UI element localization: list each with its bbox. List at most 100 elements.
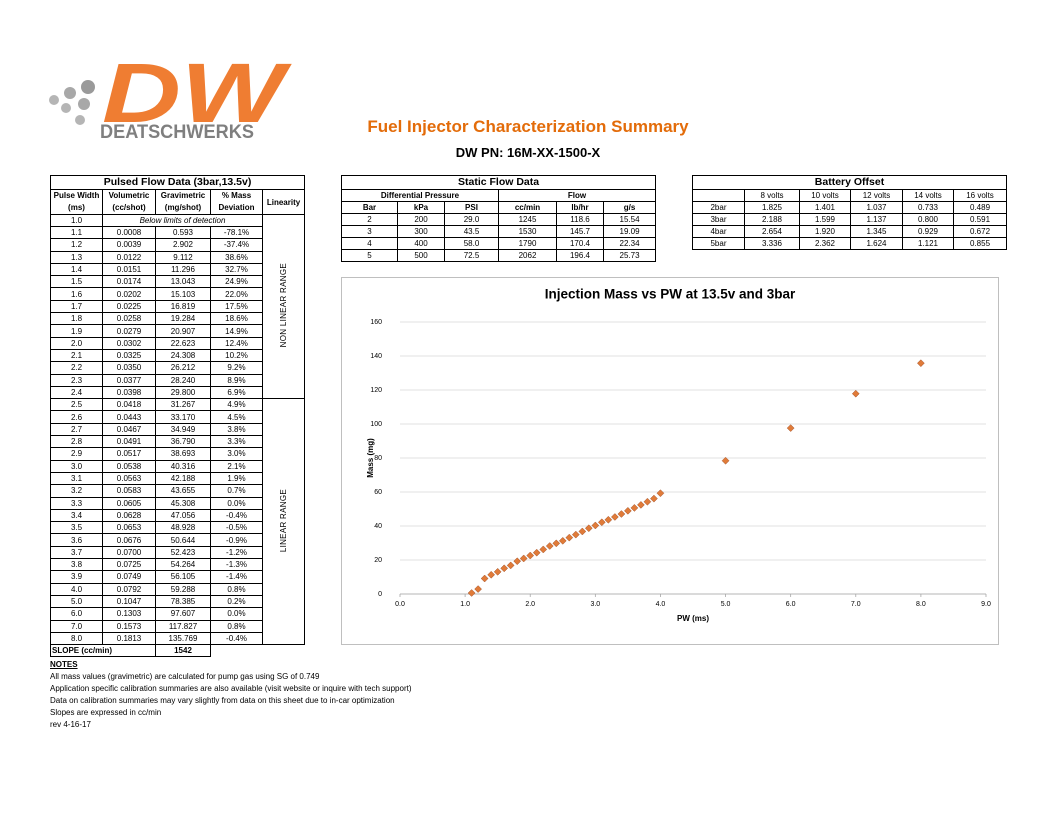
cell: 3.3%	[210, 435, 263, 449]
group-row: Differential Pressure Flow	[341, 189, 657, 202]
point	[584, 524, 593, 533]
page-subtitle: DW PN: 16M-XX-1500-X	[455, 145, 601, 160]
range-label: NON LINEAR RANGE	[279, 262, 289, 348]
cell: 2.9	[50, 447, 103, 461]
cell: 29.0	[444, 213, 499, 226]
y-tick-label: 160	[370, 319, 382, 326]
cell: 0.0418	[102, 398, 156, 412]
x-tick-label: 4.0	[656, 601, 666, 608]
header-row: Bar kPa PSI cc/min lb/hr g/s	[341, 201, 657, 214]
point	[519, 554, 528, 563]
cell: 1.4	[50, 262, 103, 277]
x-tick-label: 5.0	[721, 601, 731, 608]
cell: 1.1	[50, 225, 103, 240]
cell: 2.1%	[210, 459, 263, 473]
cell: 1.0	[50, 214, 103, 227]
row: 8.0 0.1813 135.769 -0.4%	[50, 631, 305, 646]
header-row: 8 volts 10 volts 12 volts 14 volts 16 volts	[692, 189, 1008, 202]
cell: 2.2	[50, 361, 103, 375]
cell: 0.0%	[210, 607, 263, 621]
row: 2.0 0.0302 22.623 12.4%	[50, 336, 305, 350]
x-tick-label: 8.0	[916, 601, 926, 608]
column-header: 14 volts	[902, 189, 954, 202]
logo: DW DEATSCHWERKS	[49, 60, 293, 143]
cell: 38.693	[155, 447, 211, 461]
y-tick-label: 0	[378, 591, 382, 598]
cell: 1.137	[850, 213, 903, 226]
notes: NOTES All mass values (gravimetric) are …	[50, 659, 412, 731]
cell: 0.733	[902, 201, 954, 214]
point	[637, 501, 645, 509]
logo-dot	[81, 80, 95, 94]
point	[513, 557, 522, 566]
cell: 300	[397, 225, 445, 238]
row: 1.1 0.0008 0.593 -78.1%	[50, 225, 305, 240]
cell: 1.3	[50, 250, 103, 264]
x-tick-label: 7.0	[851, 601, 861, 608]
cell: 56.105	[155, 570, 211, 584]
cell: 17.5%	[210, 299, 263, 314]
cell: 1790	[498, 237, 557, 250]
note-line: Application specific calibration summari…	[50, 684, 412, 693]
cell: 2.8	[50, 435, 103, 449]
cell: 16.819	[155, 299, 211, 314]
cell: 117.827	[155, 619, 211, 633]
row: 3.5 0.0653 48.928 -0.5%	[50, 521, 305, 535]
row: 1.6 0.0202 15.103 22.0%	[50, 287, 305, 301]
logo-mark: DW	[102, 60, 293, 140]
point	[656, 489, 665, 498]
row: 4 400 58.0 1790 170.4 22.34	[341, 237, 657, 250]
row: 3.6 0.0676 50.644 -0.9%	[50, 533, 305, 547]
cell: 3.8%	[210, 422, 263, 437]
cell: 3.7	[50, 545, 103, 560]
notes-title: NOTES	[50, 660, 78, 669]
cell: 2.0	[50, 336, 103, 350]
cell: 2062	[498, 249, 557, 262]
cell: 15.103	[155, 287, 211, 301]
point	[786, 424, 795, 432]
point	[604, 515, 613, 524]
cell: 25.73	[602, 249, 657, 262]
cell: 3.5	[50, 521, 103, 535]
cell: 3.0%	[210, 447, 263, 461]
cell: 43.5	[444, 225, 499, 238]
row: 5 500 72.5 2062 196.4 25.73	[341, 249, 657, 262]
column-unit: (mg/shot)	[155, 202, 211, 215]
column-header: Linearity	[261, 189, 306, 215]
cell: 500	[397, 249, 445, 262]
cell: 0.0202	[102, 287, 156, 301]
cell: 3bar	[692, 213, 745, 226]
cell: 400	[397, 237, 445, 250]
column-header: Volumetric	[102, 189, 156, 202]
column-header: 8 volts	[744, 189, 800, 202]
cell: 0.0%	[210, 496, 263, 510]
x-axis-label: PW (ms)	[677, 614, 709, 623]
row: SLOPE (cc/min) 1542	[50, 644, 305, 658]
point	[630, 504, 639, 512]
header-row: (ms) (cc/shot) (mg/shot) Deviation	[50, 202, 305, 215]
cell: 47.056	[155, 508, 211, 523]
cell: 20.907	[155, 324, 211, 338]
note-line: rev 4-16-17	[50, 720, 91, 729]
row: 2bar 1.825 1.401 1.037 0.733 0.489	[692, 201, 1008, 214]
row: 3.7 0.0700 52.423 -1.2%	[50, 545, 305, 560]
slope-label: SLOPE (cc/min)	[50, 644, 156, 658]
row: 4.0 0.0792 59.288 0.8%	[50, 582, 305, 596]
x-tick-label: 0.0	[395, 601, 405, 608]
point	[493, 567, 502, 576]
cell: 2.4	[50, 385, 103, 400]
cell: -37.4%	[210, 238, 263, 252]
cell: 118.6	[556, 213, 604, 226]
cell: 2.362	[799, 237, 851, 250]
point	[721, 456, 730, 465]
y-tick-label: 140	[370, 353, 382, 360]
y-axis-label: Mass (mg)	[366, 438, 375, 478]
cell: 0.0325	[102, 348, 156, 363]
column-header: cc/min	[498, 201, 557, 214]
chart-frame	[341, 277, 999, 645]
range-cell: NON LINEAR RANGE	[261, 213, 306, 400]
cell: 3.6	[50, 533, 103, 547]
cell: 10.2%	[210, 348, 263, 363]
row: 3.3 0.0605 45.308 0.0%	[50, 496, 305, 510]
column-unit: Deviation	[210, 202, 263, 215]
